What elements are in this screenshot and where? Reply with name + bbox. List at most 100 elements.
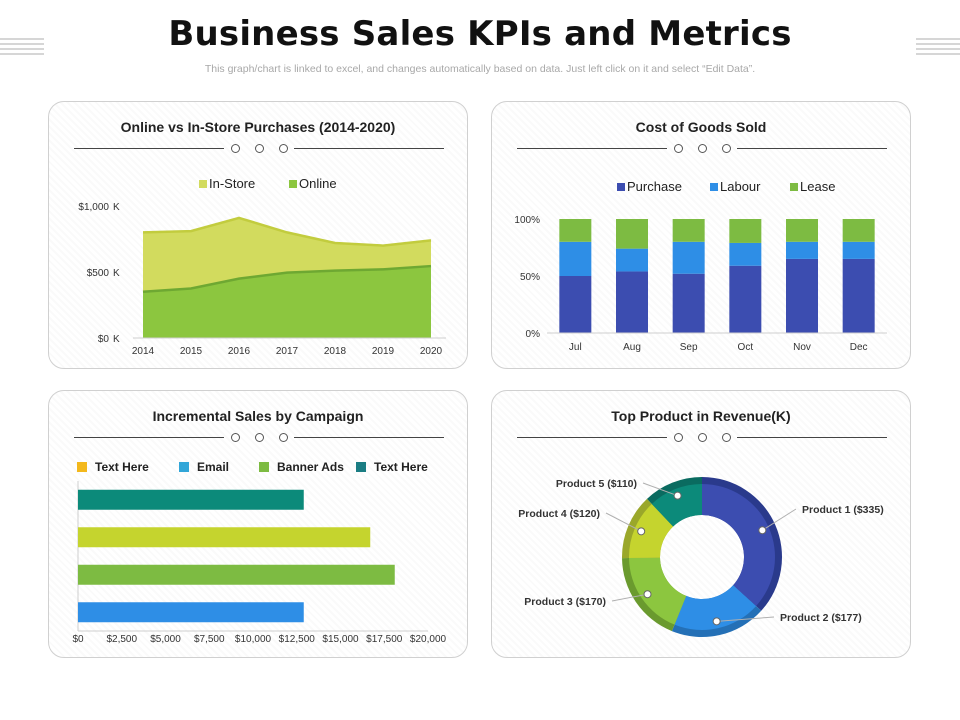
legend-swatch	[77, 462, 87, 472]
panel-divider	[74, 142, 444, 156]
bar-segment	[842, 258, 875, 333]
x-tick-label: 2017	[276, 346, 299, 357]
legend-label: Labour	[720, 179, 761, 194]
bar-segment	[729, 265, 762, 333]
bar-segment	[672, 219, 705, 242]
stacked-bar-panel: Cost of Goods Sold Purchase Labour Lease 0%…	[491, 101, 911, 369]
bar-banner-ads	[78, 564, 395, 585]
x-tick-label: 2015	[180, 346, 203, 357]
x-tick-label: $10,000	[235, 634, 272, 645]
leader-dot	[758, 526, 767, 535]
y-tick-label: $1,000	[78, 202, 109, 213]
page-subtitle: This graph/chart is linked to excel, and…	[204, 63, 756, 75]
donut-chart-panel: Top Product in Revenue(K) Product 1 ($33…	[491, 390, 911, 658]
donut-slice	[629, 557, 687, 625]
x-tick-label: Oct	[738, 342, 754, 353]
slice-label: Product 5 ($110)	[556, 478, 637, 490]
donut-chart-title: Top Product in Revenue(K)	[611, 408, 791, 424]
x-tick-label: Jul	[569, 342, 582, 353]
y-tick-label: $500	[87, 268, 110, 279]
leader-line	[611, 593, 648, 602]
y-tick-unit: K	[113, 202, 120, 213]
leader-line	[762, 508, 797, 531]
donut-slice	[674, 585, 757, 630]
area-line	[142, 264, 432, 294]
y-tick-unit: K	[113, 268, 120, 279]
decorative-stripes-right	[916, 38, 960, 60]
x-tick-label: Sep	[680, 342, 698, 353]
bar-segment	[842, 219, 875, 242]
bar-segment	[672, 241, 705, 274]
bar-segment	[616, 271, 648, 333]
y-tick-unit: K	[113, 334, 120, 345]
donut-slice	[629, 503, 674, 559]
bar-segment	[842, 241, 875, 259]
bar-segment	[786, 258, 818, 333]
stacked-bar-chart: Purchase Labour Lease 0% 50% 100% Jul Aug Sep Oct…	[514, 179, 887, 353]
bar-segment	[786, 241, 818, 259]
slice-label: Product 3 ($170)	[524, 596, 606, 608]
x-tick-label: 2019	[372, 346, 395, 357]
legend-label: Online	[299, 176, 337, 191]
area-line	[142, 216, 432, 247]
legend-label: In-Store	[209, 176, 255, 191]
y-tick-label: $0	[98, 334, 110, 345]
leader-line	[642, 482, 678, 497]
legend-swatch	[289, 180, 297, 188]
legend-swatch	[356, 462, 366, 472]
x-tick-label: $12,500	[279, 634, 316, 645]
panel-divider	[517, 142, 887, 156]
bar-text-here	[78, 489, 304, 510]
decorative-stripes-left	[0, 38, 44, 60]
panel-divider	[74, 431, 444, 445]
legend-swatch	[199, 180, 207, 188]
x-tick-label: Nov	[793, 342, 811, 353]
x-tick-label: Aug	[623, 342, 641, 353]
x-tick-label: 2014	[132, 346, 155, 357]
legend-swatch	[259, 462, 269, 472]
x-tick-label: $2,500	[106, 634, 137, 645]
slice-label: Product 2 ($177)	[780, 612, 862, 624]
donut-slice	[702, 484, 775, 607]
legend-label: Purchase	[627, 179, 682, 194]
bar-segment	[729, 242, 762, 266]
bar-email	[78, 602, 304, 623]
area-chart-panel: Online vs In-Store Purchases (2014-2020)…	[48, 101, 468, 369]
stacked-bar-title: Cost of Goods Sold	[635, 119, 767, 135]
leader-dot	[637, 527, 646, 536]
leader-line	[716, 616, 775, 622]
leader-dot	[673, 491, 682, 500]
bar-segment	[559, 276, 592, 333]
y-tick-label: 100%	[514, 215, 540, 226]
legend-label: Banner Ads	[277, 460, 344, 474]
horizontal-bar-chart: Text Here Email Banner Ads Text Here $0 $2,50…	[72, 460, 447, 645]
x-tick-label: $7,500	[194, 634, 225, 645]
x-tick-label: $0	[72, 634, 84, 645]
bar-segment	[559, 219, 592, 242]
y-tick-label: 0%	[526, 329, 541, 340]
legend-swatch	[179, 462, 189, 472]
bar-segment	[672, 273, 705, 333]
legend-swatch	[617, 183, 625, 191]
horizontal-bar-panel: Incremental Sales by Campaign Text Here E…	[48, 390, 468, 658]
legend-swatch	[790, 183, 798, 191]
donut-chart: Product 1 ($335) Product 2 ($177) Product …	[518, 477, 884, 637]
legend-label: Email	[197, 460, 229, 474]
legend-label: Text Here	[374, 460, 428, 474]
x-tick-label: $20,000	[410, 634, 447, 645]
x-tick-label: $5,000	[150, 634, 181, 645]
leader-dot	[712, 617, 721, 626]
leader-line	[605, 512, 642, 532]
slice-label: Product 4 ($120)	[518, 508, 600, 520]
page-title: Business Sales KPIs and Metrics	[168, 14, 792, 54]
bar-segment	[786, 219, 818, 242]
x-tick-label: Dec	[850, 342, 868, 353]
legend-label: Lease	[800, 179, 835, 194]
bar-text-here	[78, 527, 371, 548]
slice-label: Product 1 ($335)	[802, 504, 884, 516]
x-tick-label: 2016	[228, 346, 251, 357]
x-tick-label: $15,000	[322, 634, 359, 645]
donut-slice	[651, 484, 702, 527]
horizontal-bar-title: Incremental Sales by Campaign	[152, 408, 364, 424]
